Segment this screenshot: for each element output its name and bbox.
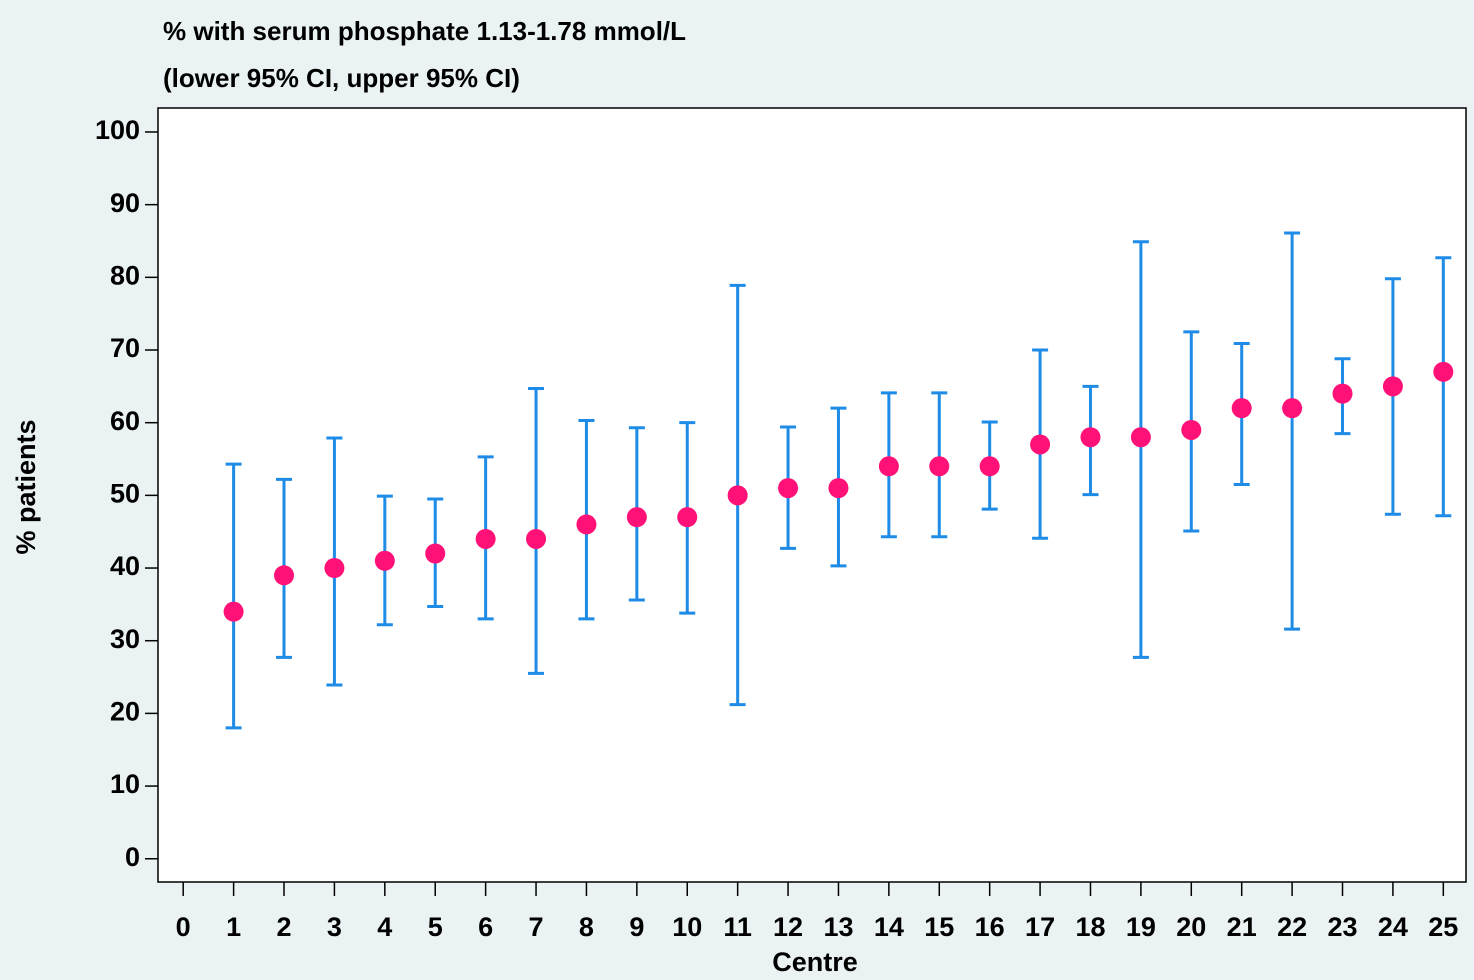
point bbox=[425, 543, 446, 564]
chart-title: % with serum phosphate 1.13-1.78 mmol/L bbox=[163, 16, 686, 46]
point bbox=[878, 456, 899, 477]
x-tick-label: 17 bbox=[1025, 912, 1055, 942]
point bbox=[778, 478, 799, 499]
x-tick-label: 10 bbox=[672, 912, 702, 942]
y-axis-label: % patients bbox=[11, 419, 41, 554]
point bbox=[1382, 376, 1403, 397]
y-tick-label: 100 bbox=[95, 115, 140, 145]
point bbox=[475, 528, 496, 549]
y-tick-label: 20 bbox=[110, 697, 140, 727]
x-tick-label: 15 bbox=[924, 912, 954, 942]
y-tick-label: 90 bbox=[110, 188, 140, 218]
point bbox=[1282, 398, 1303, 419]
y-tick-label: 30 bbox=[110, 624, 140, 654]
point bbox=[727, 485, 748, 506]
y-tick-label: 60 bbox=[110, 406, 140, 436]
x-tick-label: 21 bbox=[1227, 912, 1257, 942]
chart-subtitle: (lower 95% CI, upper 95% CI) bbox=[163, 63, 520, 93]
x-axis-label: Centre bbox=[772, 947, 858, 977]
point bbox=[979, 456, 1000, 477]
point bbox=[1181, 419, 1202, 440]
x-tick-label: 11 bbox=[723, 912, 752, 942]
x-tick-label: 7 bbox=[529, 912, 544, 942]
y-tick-label: 0 bbox=[125, 842, 140, 872]
y-tick-label: 10 bbox=[110, 769, 140, 799]
x-tick-label: 25 bbox=[1428, 912, 1458, 942]
x-tick-label: 24 bbox=[1378, 912, 1408, 942]
x-tick-label: 3 bbox=[327, 912, 342, 942]
x-tick-label: 0 bbox=[176, 912, 191, 942]
point bbox=[526, 528, 547, 549]
point bbox=[1332, 383, 1353, 404]
x-tick-label: 18 bbox=[1075, 912, 1105, 942]
plot-area bbox=[157, 107, 1467, 883]
point bbox=[677, 507, 698, 528]
point bbox=[1130, 427, 1151, 448]
point bbox=[828, 478, 849, 499]
point bbox=[576, 514, 597, 535]
x-tick-label: 1 bbox=[226, 912, 241, 942]
x-tick-label: 19 bbox=[1126, 912, 1156, 942]
x-tick-label: 6 bbox=[478, 912, 493, 942]
x-tick-label: 16 bbox=[975, 912, 1005, 942]
y-tick-label: 80 bbox=[110, 260, 140, 290]
y-tick-label: 40 bbox=[110, 551, 140, 581]
x-tick-label: 5 bbox=[428, 912, 443, 942]
point bbox=[324, 558, 345, 579]
x-tick-label: 14 bbox=[874, 912, 904, 942]
point bbox=[626, 507, 647, 528]
x-tick-label: 8 bbox=[579, 912, 594, 942]
point bbox=[374, 550, 395, 571]
point bbox=[929, 456, 950, 477]
point bbox=[223, 601, 244, 622]
point bbox=[1030, 434, 1051, 455]
x-tick-label: 4 bbox=[377, 912, 392, 942]
y-tick-label: 70 bbox=[110, 333, 140, 363]
x-tick-label: 9 bbox=[629, 912, 644, 942]
x-tick-label: 22 bbox=[1277, 912, 1307, 942]
point bbox=[1231, 398, 1252, 419]
x-tick-label: 12 bbox=[773, 912, 803, 942]
point bbox=[1080, 427, 1101, 448]
x-tick-label: 20 bbox=[1176, 912, 1206, 942]
y-tick-label: 50 bbox=[110, 478, 140, 508]
x-tick-label: 13 bbox=[823, 912, 853, 942]
x-tick-label: 2 bbox=[276, 912, 291, 942]
point bbox=[1433, 361, 1454, 382]
point bbox=[274, 565, 295, 586]
x-tick-label: 23 bbox=[1327, 912, 1357, 942]
